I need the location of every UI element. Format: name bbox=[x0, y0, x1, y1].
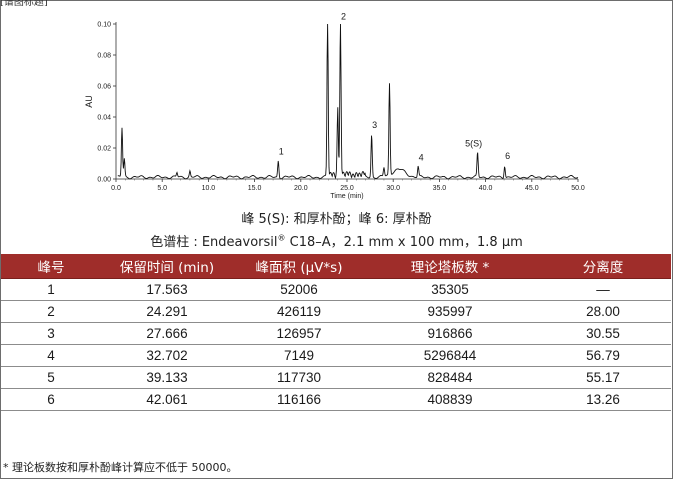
x-tick-label: 45.0 bbox=[525, 185, 539, 192]
y-axis-title: AU bbox=[84, 95, 94, 108]
peak-label: 5(S) bbox=[465, 139, 482, 149]
y-tick-label: 0.00 bbox=[97, 177, 111, 184]
chromatogram-trace-group bbox=[117, 23, 579, 180]
table-row: 2 24.291 426119 935997 28.00 bbox=[1, 300, 671, 323]
header-retention-time: 保留时间 (min) bbox=[101, 254, 233, 279]
cell-peak-area: 116166 bbox=[233, 388, 365, 411]
cell-plate-count: 935997 bbox=[365, 300, 535, 323]
caption-column-text: 色谱柱 : Endeavorsil bbox=[150, 235, 278, 250]
cell-resolution: 28.00 bbox=[535, 300, 671, 323]
chromatogram-trace bbox=[117, 23, 579, 180]
caption-column-info: 色谱柱 : Endeavorsil® C18–A，2.1 mm x 100 mm… bbox=[0, 231, 673, 250]
cell-peak-no: 6 bbox=[1, 388, 101, 411]
results-table: 峰号 保留时间 (min) 峰面积 (μV*s) 理论塔板数 * 分离度 1 1… bbox=[1, 254, 671, 411]
cell-peak-no: 3 bbox=[1, 322, 101, 345]
cell-peak-area: 426119 bbox=[233, 300, 365, 323]
y-tick-label: 0.10 bbox=[97, 22, 111, 29]
header-peak-area: 峰面积 (μV*s) bbox=[233, 254, 365, 279]
cell-peak-no: 1 bbox=[1, 278, 101, 301]
cell-plate-count: 828484 bbox=[365, 366, 535, 389]
cell-retention-time: 32.702 bbox=[101, 344, 233, 367]
cell-retention-time: 24.291 bbox=[101, 300, 233, 323]
x-tick-label: 15.0 bbox=[248, 185, 262, 192]
caption-peak-identity: 峰 5(S): 和厚朴酚；峰 6: 厚朴酚 bbox=[241, 212, 432, 227]
cell-retention-time: 42.061 bbox=[101, 388, 233, 411]
x-tick-label: 50.0 bbox=[571, 185, 585, 192]
x-tick-label: 35.0 bbox=[433, 185, 447, 192]
y-tick-label: 0.06 bbox=[97, 84, 111, 91]
registered-mark: ® bbox=[277, 233, 286, 243]
cell-resolution: — bbox=[535, 278, 671, 301]
header-plate-count: 理论塔板数 * bbox=[365, 254, 535, 279]
cell-peak-no: 4 bbox=[1, 344, 101, 367]
chart-axes: 0.00 0.02 0.04 0.06 0.08 0.10 0.0 5.0 10.0 15.0 20… bbox=[84, 22, 585, 201]
table-row: 3 27.666 126957 916866 30.55 bbox=[1, 322, 671, 345]
header-resolution: 分离度 bbox=[535, 254, 671, 279]
table-header-row: 峰号 保留时间 (min) 峰面积 (μV*s) 理论塔板数 * 分离度 bbox=[1, 254, 671, 279]
peak-label: 4 bbox=[419, 153, 424, 163]
chromatogram-chart: 0.00 0.02 0.04 0.06 0.08 0.10 0.0 5.0 10.0 15.0 20… bbox=[84, 12, 585, 201]
caption-column-spec: C18–A，2.1 mm x 100 mm，1.8 μm bbox=[285, 235, 523, 250]
peak-label-group: 1 2 3 4 5(S) 6 bbox=[279, 12, 510, 163]
cell-plate-count: 408839 bbox=[365, 388, 535, 411]
peak-label: 1 bbox=[279, 146, 284, 156]
y-tick-label: 0.02 bbox=[97, 146, 111, 153]
cell-plate-count: 5296844 bbox=[365, 344, 535, 367]
header-peak-no: 峰号 bbox=[1, 254, 101, 279]
x-tick-label: 5.0 bbox=[157, 185, 167, 192]
cell-peak-area: 126957 bbox=[233, 322, 365, 345]
cell-retention-time: 39.133 bbox=[101, 366, 233, 389]
x-axis-title: Time (min) bbox=[330, 193, 363, 200]
x-tick-label: 30.0 bbox=[386, 185, 400, 192]
footnote: * 理论板数按和厚朴酚峰计算应不低于 50000。 bbox=[3, 461, 238, 474]
cell-retention-time: 17.563 bbox=[101, 278, 233, 301]
cell-peak-no: 2 bbox=[1, 300, 101, 323]
x-tick-label: 20.0 bbox=[294, 185, 308, 192]
cell-resolution: 55.17 bbox=[535, 366, 671, 389]
cell-peak-area: 117730 bbox=[233, 366, 365, 389]
x-tick-label: 25.0 bbox=[340, 185, 354, 192]
x-tick-label: 40.0 bbox=[479, 185, 493, 192]
cell-resolution: 30.55 bbox=[535, 322, 671, 345]
y-tick-label: 0.08 bbox=[97, 53, 111, 60]
peak-label: 6 bbox=[505, 151, 510, 161]
cell-peak-area: 7149 bbox=[233, 344, 365, 367]
clipped-heading: [谱图标题] bbox=[0, 0, 48, 6]
table-row: 1 17.563 52006 35305 — bbox=[1, 278, 671, 301]
table-row: 6 42.061 116166 408839 13.26 bbox=[1, 388, 671, 411]
peak-label: 2 bbox=[341, 12, 346, 22]
table-row: 4 32.702 7149 5296844 56.79 bbox=[1, 344, 671, 367]
cell-resolution: 56.79 bbox=[535, 344, 671, 367]
cell-peak-no: 5 bbox=[1, 366, 101, 389]
cell-plate-count: 35305 bbox=[365, 278, 535, 301]
cell-peak-area: 52006 bbox=[233, 278, 365, 301]
peak-label: 3 bbox=[372, 120, 377, 130]
cell-retention-time: 27.666 bbox=[101, 322, 233, 345]
y-tick-label: 0.04 bbox=[97, 115, 111, 122]
x-tick-label: 0.0 bbox=[111, 185, 121, 192]
x-tick-label: 10.0 bbox=[202, 185, 216, 192]
table-row: 5 39.133 117730 828484 55.17 bbox=[1, 366, 671, 389]
cell-plate-count: 916866 bbox=[365, 322, 535, 345]
cell-resolution: 13.26 bbox=[535, 388, 671, 411]
